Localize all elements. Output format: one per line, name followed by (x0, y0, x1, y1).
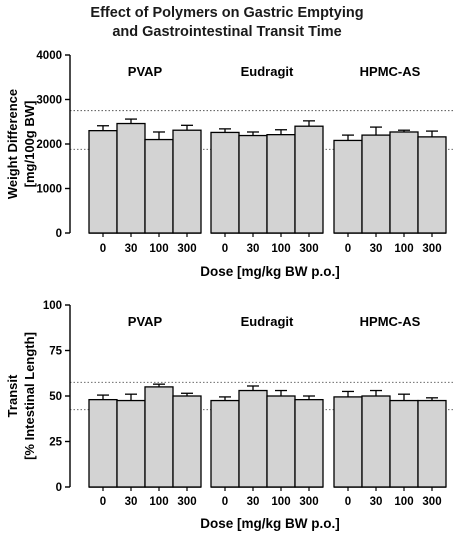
bar (238, 389, 268, 488)
x-tick-label: 30 (125, 496, 138, 508)
group-label: HPMC-AS (360, 314, 421, 329)
y-tick-label: 4000 (36, 50, 62, 62)
bar (294, 125, 324, 234)
y-axis-title-line-2: [mg/100g BW] (22, 101, 37, 188)
bar (210, 399, 240, 488)
x-tick-label: 100 (394, 243, 413, 255)
x-tick-label: 100 (149, 243, 168, 255)
x-tick-label: 0 (345, 496, 351, 508)
y-tick-label: 0 (56, 482, 62, 494)
bar (238, 134, 268, 234)
group-label: PVAP (128, 314, 163, 329)
x-tick-label: 30 (247, 243, 260, 255)
bar (172, 395, 202, 488)
x-tick-label: 300 (177, 243, 196, 255)
y-tick-label: 2000 (36, 139, 62, 151)
bar (116, 122, 146, 234)
bar (417, 136, 447, 234)
group-label: PVAP (128, 64, 163, 79)
y-tick-label: 50 (49, 391, 62, 403)
x-tick-label: 30 (125, 243, 138, 255)
y-tick-label: 1000 (36, 184, 62, 196)
x-tick-label: 300 (299, 496, 318, 508)
bar (210, 131, 240, 234)
x-tick-label: 100 (271, 243, 290, 255)
bar (389, 131, 419, 234)
bar (294, 398, 324, 488)
x-tick-label: 300 (299, 243, 318, 255)
y-tick-label: 3000 (36, 95, 62, 107)
group-label: HPMC-AS (360, 64, 421, 79)
figure-title-line-1: Effect of Polymers on Gastric Emptying (90, 5, 364, 21)
x-axis-title: Dose [mg/kg BW p.o.] (200, 264, 340, 279)
y-axis-title-line-2: [% Intestinal Length] (22, 332, 37, 460)
x-tick-label: 100 (394, 496, 413, 508)
bar (88, 398, 118, 488)
y-axis-title-line-1: Transit (5, 374, 20, 417)
y-tick-label: 75 (49, 346, 62, 358)
bar (333, 139, 363, 234)
bar (266, 395, 296, 488)
bar (389, 399, 419, 488)
y-axis-title-line-1: Weight Difference (5, 89, 20, 199)
x-tick-label: 0 (345, 243, 351, 255)
bar (88, 129, 118, 234)
x-tick-label: 300 (422, 243, 441, 255)
y-tick-label: 100 (43, 300, 62, 312)
group-label: Eudragit (241, 314, 294, 329)
x-tick-label: 0 (222, 496, 228, 508)
x-tick-label: 0 (222, 243, 228, 255)
bar (116, 399, 146, 488)
bar (361, 395, 391, 488)
figure-title-line-2: and Gastrointestinal Transit Time (112, 24, 342, 40)
x-tick-label: 30 (370, 496, 383, 508)
bar (144, 138, 174, 234)
y-tick-label: 0 (56, 228, 62, 240)
bar (417, 399, 447, 488)
x-tick-label: 100 (271, 496, 290, 508)
x-tick-label: 100 (149, 496, 168, 508)
y-tick-label: 25 (49, 437, 62, 449)
bar (266, 134, 296, 234)
bar (172, 129, 202, 234)
x-axis-title: Dose [mg/kg BW p.o.] (200, 516, 340, 531)
x-tick-label: 30 (370, 243, 383, 255)
bar (144, 386, 174, 488)
group-label: Eudragit (241, 64, 294, 79)
bar (333, 396, 363, 488)
x-tick-label: 0 (100, 496, 106, 508)
bar (361, 134, 391, 234)
x-tick-label: 30 (247, 496, 260, 508)
x-tick-label: 0 (100, 243, 106, 255)
x-tick-label: 300 (177, 496, 196, 508)
x-tick-label: 300 (422, 496, 441, 508)
